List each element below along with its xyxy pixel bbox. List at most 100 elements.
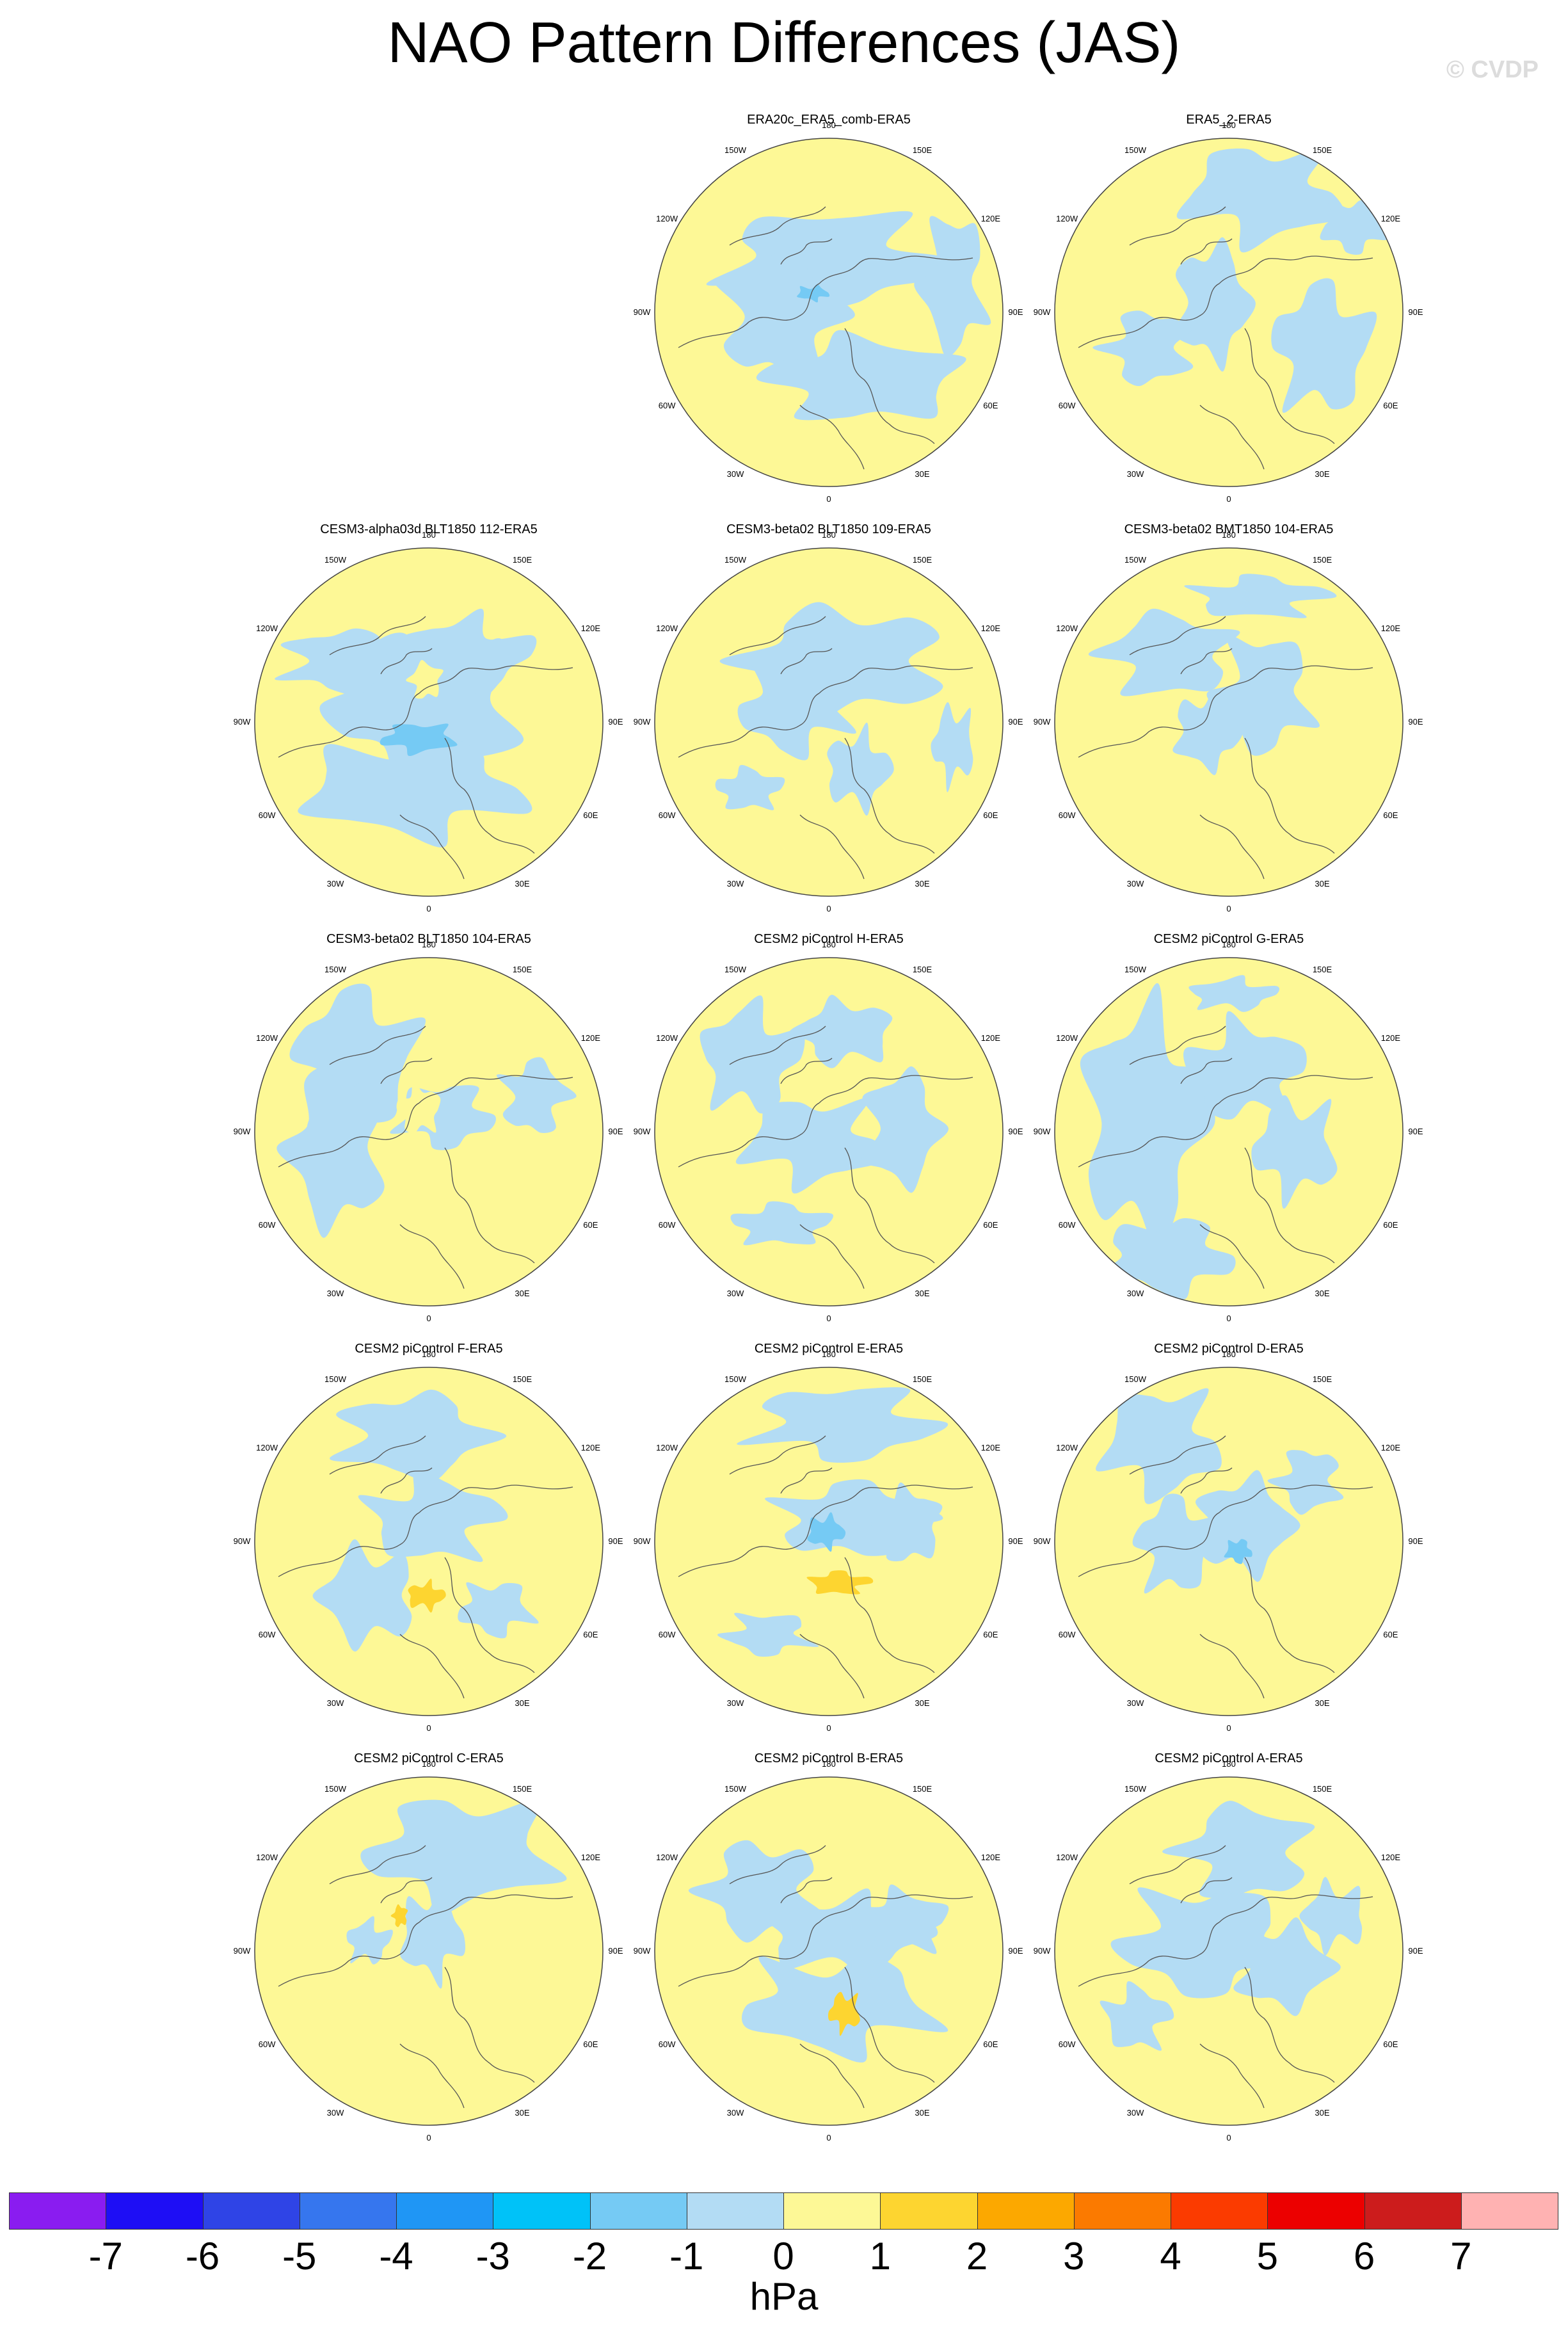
longitude-label: 30E [1315,2107,1330,2118]
longitude-label: 120E [980,1443,1001,1452]
longitude-label: 120E [580,623,601,633]
coastline [1129,1845,1226,1885]
longitude-label: 60E [583,2039,598,2049]
coastline [1199,1224,1265,1289]
longitude-label: 150E [512,1374,532,1385]
longitude-label: 60W [258,1630,276,1639]
coastline [1219,665,1373,694]
map-border [654,138,1004,487]
anomaly-region [275,628,417,695]
longitude-label: 150E [512,965,532,975]
longitude-label: 120E [1380,1443,1401,1452]
anomaly-region [360,1799,567,1915]
coastline [1244,1557,1335,1673]
longitude-label: 90E [1408,717,1423,727]
longitude-label: 0 [426,2133,431,2143]
coastline [844,328,935,444]
anomaly-region [1132,1493,1219,1594]
coastline [799,405,865,470]
anomaly-region [797,284,830,303]
coastline [419,1484,573,1513]
anomaly-region [1172,688,1243,775]
longitude-label: 30W [726,1698,744,1708]
longitude-label: 60E [983,401,998,410]
longitude-label: 30E [1315,469,1330,479]
longitude-label: 180 [1222,1349,1236,1359]
longitude-label: 0 [1226,1314,1231,1323]
panel-title: CESM2 piControl G-ERA5 [1153,932,1304,946]
anomaly-region [1080,983,1215,1251]
longitude-label: 150E [1312,145,1332,156]
coastline [380,1057,433,1084]
longitude-label: 150E [1312,1374,1332,1385]
coastline [678,283,820,348]
longitude-label: 150E [912,965,932,975]
anomaly-region [312,1539,412,1652]
coastline [678,1102,820,1168]
panel-title: ERA20c_ERA5_comb-ERA5 [747,113,911,127]
panel-title: CESM3-beta02 BLT1850 104-ERA5 [326,932,531,946]
anomaly-region [346,1916,393,1965]
longitude-label: 150W [724,145,746,156]
anomaly-region [737,656,856,760]
colorbar-tick-label: -2 [572,2235,607,2278]
watermark: © CVDP [1446,56,1539,83]
map-border [1054,957,1404,1307]
longitude-label: 120W [1056,214,1078,223]
anomaly-region [400,1885,466,1989]
coastline [729,1845,826,1885]
longitude-label: 120E [980,1853,1001,1862]
page-title: NAO Pattern Differences (JAS) [387,11,1181,75]
coastline [819,665,973,694]
longitude-label: 60E [983,1630,998,1639]
colorbar-swatch [202,2192,300,2230]
anomaly-region [1096,1388,1222,1504]
longitude-label: 150E [912,145,932,156]
colorbar-tick-label: -3 [476,2235,510,2278]
longitude-label: 30W [1126,469,1144,479]
colorbar-tick-label: -1 [669,2235,704,2278]
longitude-label: 30E [915,2107,930,2118]
coastline [444,1557,535,1673]
longitude-label: 60W [1058,810,1076,820]
longitude-label: 30E [915,878,930,889]
longitude-label: 150W [724,965,746,975]
polar-map [1054,138,1404,487]
anomaly-region [730,1201,834,1246]
anomaly-region [1092,310,1194,387]
anomaly-region [700,995,805,1114]
map-border [254,957,604,1307]
map-border [1054,138,1404,487]
longitude-label: 30W [1126,1698,1144,1708]
coastline [1078,1102,1220,1168]
anomaly-region [330,1389,507,1483]
longitude-label: 30E [915,1288,930,1298]
coastline [1199,814,1265,880]
coastline [1180,1467,1233,1494]
longitude-label: 60E [1383,1630,1398,1639]
longitude-label: 60E [1383,401,1398,410]
map-panel: CESM3-beta02 BMT1850 104-ERA5 180 150E 120E… [1018,522,1440,931]
longitude-label: 120E [1380,1033,1401,1043]
coastline [380,1877,433,1904]
longitude-label: 90W [1033,1946,1051,1956]
longitude-label: 180 [822,940,836,949]
longitude-label: 90E [608,717,623,727]
coastline [399,814,465,880]
anomaly-region [870,1482,943,1562]
coastline [1129,1435,1226,1475]
longitude-label: 30W [326,1698,344,1708]
coastline [799,1224,865,1289]
coastline [1129,616,1226,655]
anomaly-region [713,247,855,382]
anomaly-region [717,1612,819,1657]
anomaly-region [406,660,444,699]
longitude-label: 90E [1008,1127,1023,1136]
colorbar-tick-label: 2 [966,2235,988,2278]
longitude-label: 0 [426,1723,431,1733]
coastline [278,693,420,758]
longitude-label: 30E [1315,1698,1330,1708]
map-panel: ERA5_2-ERA5 180 150E 120E 90E 60E 30E 0 30W 60W 90… [1018,112,1440,522]
longitude-label: 180 [422,1759,436,1769]
colorbar-tick-label: -5 [282,2235,317,2278]
